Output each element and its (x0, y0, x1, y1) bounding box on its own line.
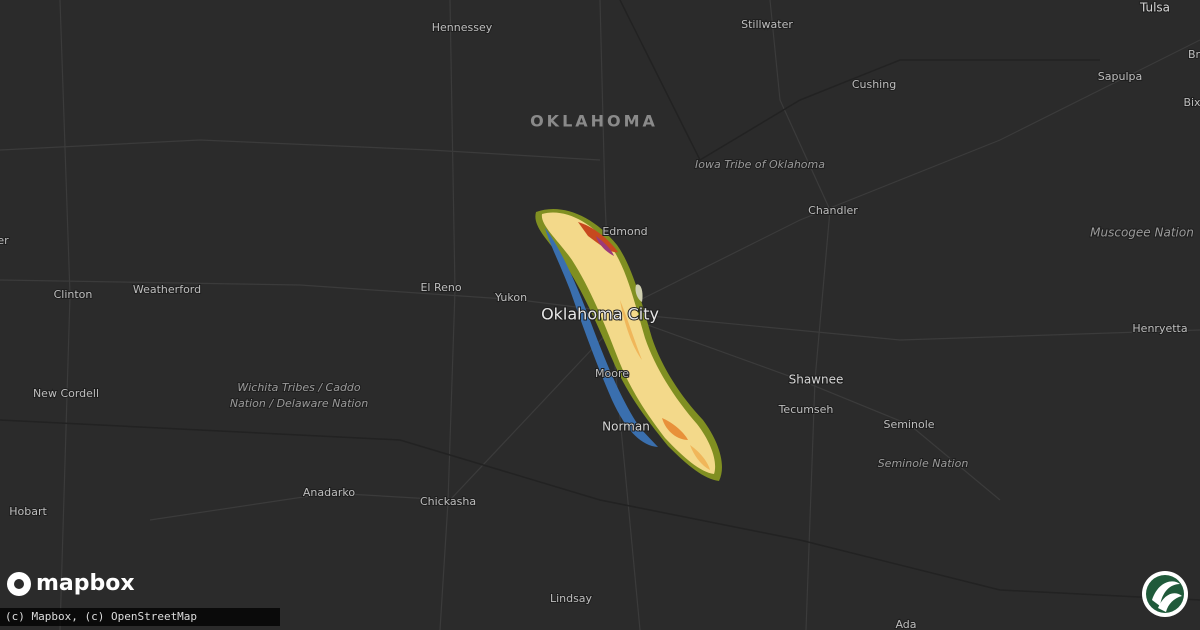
storm-swath (535, 208, 722, 481)
place-label: Chickasha (420, 495, 476, 508)
place-label: Seminole (883, 418, 934, 431)
place-label: Shawnee (789, 373, 844, 387)
place-label: Lindsay (550, 592, 593, 605)
place-label: Tecumseh (778, 403, 834, 416)
place-label: Sapulpa (1098, 70, 1142, 83)
place-label: Norman (602, 420, 650, 434)
place-label: Henryetta (1132, 322, 1187, 335)
place-label: Ada (895, 618, 916, 630)
place-label: Edmond (602, 225, 647, 238)
place-label: Hobart (9, 505, 47, 518)
place-label: Muscogee Nation (1090, 226, 1194, 240)
place-label: Chandler (808, 204, 858, 217)
place-label: Seminole Nation (878, 457, 969, 470)
place-label: Clinton (54, 288, 93, 301)
place-label: Weatherford (133, 283, 201, 296)
place-label: Yukon (494, 291, 527, 304)
place-label: Moore (595, 367, 629, 380)
place-label: Oklahoma City (541, 305, 659, 324)
place-label: Hennessey (432, 21, 493, 34)
state-label: OKLAHOMA (530, 112, 658, 131)
place-label: Bix (1183, 96, 1200, 109)
place-label: New Cordell (33, 387, 99, 400)
place-label: El Reno (420, 281, 461, 294)
logo-text: mapbox (36, 571, 135, 596)
place-label: Stillwater (741, 18, 793, 31)
place-label: Br (1188, 48, 1200, 61)
place-label: Nation / Delaware Nation (230, 397, 368, 410)
place-label: Wichita Tribes / Caddo (237, 381, 361, 394)
place-label: er (0, 234, 9, 247)
attribution-bar (0, 608, 280, 626)
place-label: Anadarko (303, 486, 355, 499)
site-logo (1142, 571, 1188, 617)
place-label: Iowa Tribe of Oklahoma (695, 158, 825, 171)
mapbox-logo: mapbox (7, 571, 135, 596)
attribution[interactable]: (c) Mapbox, (c) OpenStreetMap (5, 610, 197, 623)
place-label: Cushing (852, 78, 896, 91)
place-label: Tulsa (1139, 1, 1170, 15)
